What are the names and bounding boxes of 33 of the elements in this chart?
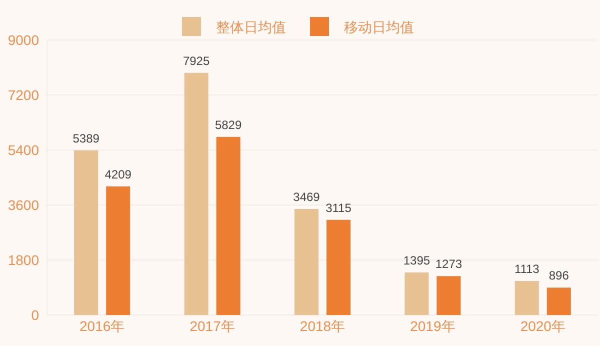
data-label: 896 bbox=[548, 268, 570, 283]
x-tick-label: 2020年 bbox=[520, 318, 566, 334]
bar bbox=[514, 280, 539, 315]
y-tick-label: 1800 bbox=[8, 252, 40, 268]
bar bbox=[216, 136, 240, 315]
data-label: 1273 bbox=[435, 257, 462, 272]
y-tick-label: 7200 bbox=[8, 87, 40, 103]
bar bbox=[326, 220, 350, 315]
x-tick-label: 2018年 bbox=[300, 318, 346, 334]
bar bbox=[294, 209, 318, 315]
x-tick-label: 2016年 bbox=[80, 318, 125, 334]
bar bbox=[404, 272, 429, 315]
bar bbox=[74, 150, 98, 315]
bar bbox=[436, 276, 461, 315]
legend-label: 整体日均值 bbox=[216, 19, 286, 35]
y-tick-label: 5400 bbox=[8, 142, 40, 158]
data-label: 1113 bbox=[514, 262, 540, 276]
x-tick-label: 2019年 bbox=[410, 318, 456, 334]
data-label: 4209 bbox=[104, 167, 132, 182]
data-label: 3469 bbox=[293, 190, 320, 204]
y-tick-label: 9000 bbox=[8, 32, 40, 48]
bar bbox=[184, 72, 208, 315]
bar bbox=[106, 186, 130, 315]
x-tick-label: 2017年 bbox=[190, 318, 235, 334]
y-tick-label: 0 bbox=[31, 307, 40, 323]
data-label: 3115 bbox=[326, 200, 352, 215]
data-label: 7925 bbox=[182, 54, 210, 68]
bar bbox=[546, 288, 571, 315]
data-label: 1395 bbox=[403, 253, 430, 268]
legend-label: 移动日均值 bbox=[344, 19, 414, 35]
y-tick-label: 3600 bbox=[8, 197, 40, 213]
data-label: 5829 bbox=[214, 118, 242, 132]
data-label: 5389 bbox=[72, 131, 100, 146]
